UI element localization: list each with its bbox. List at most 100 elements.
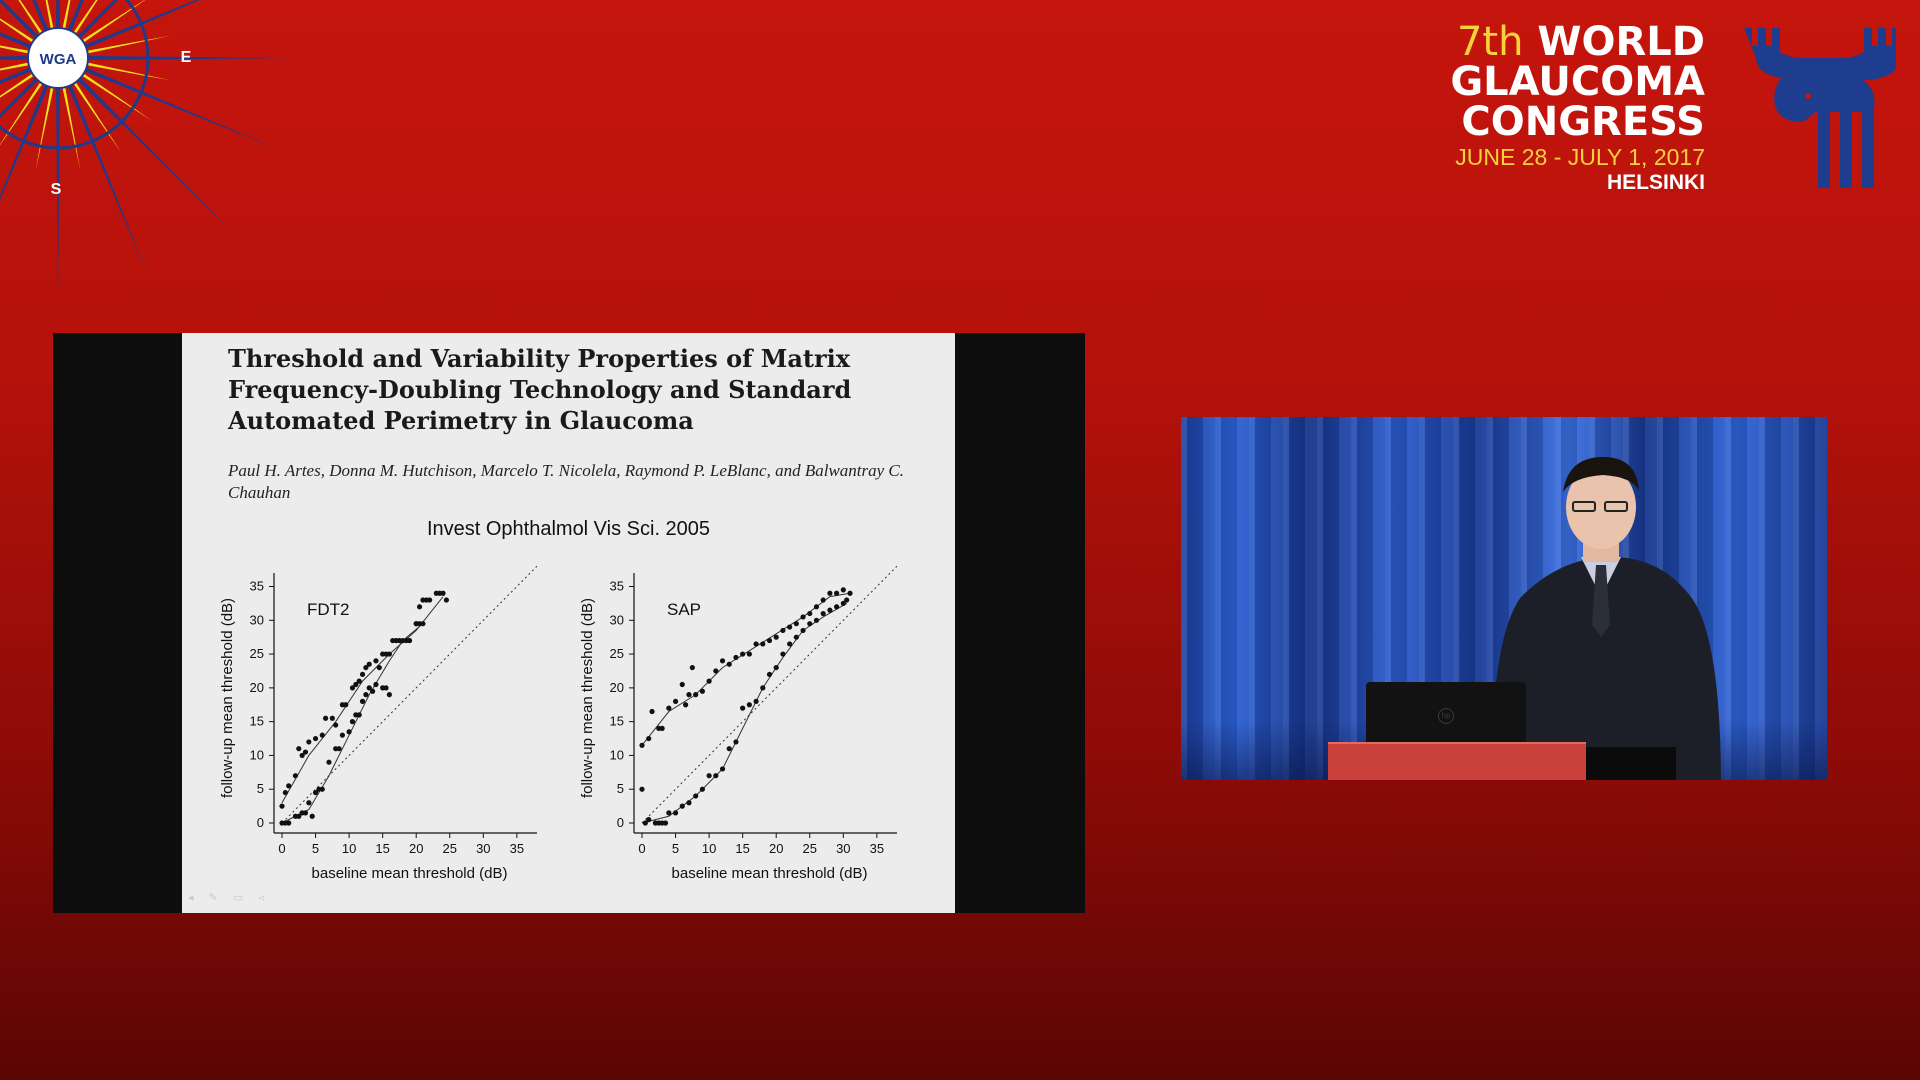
sun-ray-long — [56, 85, 60, 290]
data-point — [323, 715, 329, 721]
data-point — [356, 678, 362, 684]
data-point — [840, 600, 846, 607]
x-tick-label: 35 — [510, 841, 524, 856]
data-point — [366, 685, 372, 691]
data-point — [760, 641, 766, 647]
data-point — [339, 732, 345, 738]
x-tick-label: 15 — [375, 841, 389, 856]
sun-ray-short — [0, 80, 44, 146]
data-point — [440, 590, 446, 596]
data-point — [416, 604, 423, 610]
data-point — [406, 637, 413, 644]
sun-ray-long — [0, 0, 40, 40]
sun-ray-long — [76, 76, 228, 228]
congress-word-world: WORLD — [1537, 19, 1705, 65]
data-point — [733, 739, 739, 745]
data-point — [834, 590, 840, 596]
data-point — [666, 810, 672, 816]
data-point — [666, 705, 672, 711]
data-point — [282, 789, 288, 796]
x-tick-label: 0 — [638, 841, 645, 856]
identity-line — [281, 565, 538, 824]
data-point — [443, 597, 450, 603]
data-point — [649, 708, 655, 715]
speaker-video: hp — [1181, 417, 1827, 780]
data-point — [356, 712, 362, 718]
data-point — [713, 773, 719, 779]
trend-line — [641, 602, 847, 824]
data-point — [820, 597, 826, 603]
data-point — [693, 793, 699, 799]
data-point — [672, 810, 679, 816]
slide-toolbar-icons[interactable]: ◂ ✎ ▭ ◃ — [188, 892, 270, 904]
data-point — [733, 654, 739, 661]
data-point — [699, 786, 705, 792]
data-point — [349, 685, 356, 691]
identity-line — [641, 565, 898, 824]
sun-ray-short — [62, 0, 71, 31]
data-point — [766, 637, 773, 644]
data-point — [780, 627, 786, 634]
data-point — [787, 624, 793, 630]
y-tick-label: 0 — [617, 815, 624, 830]
data-point — [383, 685, 389, 691]
moose-logo-icon — [1744, 28, 1896, 188]
data-point — [296, 813, 302, 819]
sun-ray-short — [18, 0, 44, 36]
data-point — [753, 698, 759, 704]
data-point — [386, 692, 392, 698]
data-point — [346, 729, 352, 735]
congress-ordinal: 7th — [1456, 19, 1524, 65]
x-tick-label: 5 — [312, 841, 319, 856]
data-point — [683, 702, 689, 708]
data-point — [746, 651, 752, 657]
congress-title-line1: 7th WORLD — [1450, 22, 1705, 62]
data-point — [292, 773, 299, 779]
slide-authors: Paul H. Artes, Donna M. Hutchison, Marce… — [228, 461, 905, 502]
data-point — [679, 803, 685, 809]
data-point — [306, 800, 312, 806]
data-point — [369, 688, 376, 694]
sun-ray-long — [83, 66, 280, 150]
data-point — [719, 658, 726, 664]
sun-ray-long — [66, 83, 150, 280]
x-tick-label: 25 — [443, 841, 457, 856]
hp-logo-icon: hp — [1438, 708, 1454, 724]
data-point — [726, 661, 732, 667]
y-tick-label: 5 — [257, 781, 264, 796]
data-point — [319, 732, 325, 738]
data-point — [820, 610, 826, 617]
data-point — [686, 692, 692, 698]
data-point — [726, 746, 732, 752]
data-point — [286, 820, 292, 826]
compass-south-letter: S — [51, 181, 62, 198]
sun-ray-short — [80, 0, 146, 44]
presentation-slide: Threshold and Variability Properties of … — [182, 333, 955, 913]
sun-ray-long — [0, 32, 33, 50]
sun-ray-short — [85, 62, 171, 81]
y-tick-label: 10 — [250, 747, 264, 762]
y-tick-label: 25 — [610, 646, 624, 661]
y-tick-label: 20 — [610, 680, 624, 695]
y-tick-label: 5 — [617, 781, 624, 796]
data-point — [787, 641, 793, 647]
data-point — [827, 590, 833, 596]
sun-ray-long — [0, 76, 40, 119]
x-tick-label: 10 — [702, 841, 716, 856]
slide-title: Threshold and Variability Properties of … — [228, 344, 852, 435]
data-point — [713, 668, 719, 674]
x-tick-label: 30 — [836, 841, 850, 856]
y-tick-label: 10 — [610, 747, 624, 762]
sun-ray-long — [56, 0, 60, 31]
sun-ray-short — [85, 35, 171, 54]
data-point — [420, 621, 426, 627]
data-point — [780, 651, 786, 657]
x-tick-label: 35 — [870, 841, 884, 856]
data-point — [793, 634, 799, 640]
data-point — [639, 742, 645, 748]
congress-word-congress: CONGRESS — [1461, 99, 1705, 145]
x-tick-label: 25 — [803, 841, 817, 856]
data-point — [363, 664, 369, 671]
